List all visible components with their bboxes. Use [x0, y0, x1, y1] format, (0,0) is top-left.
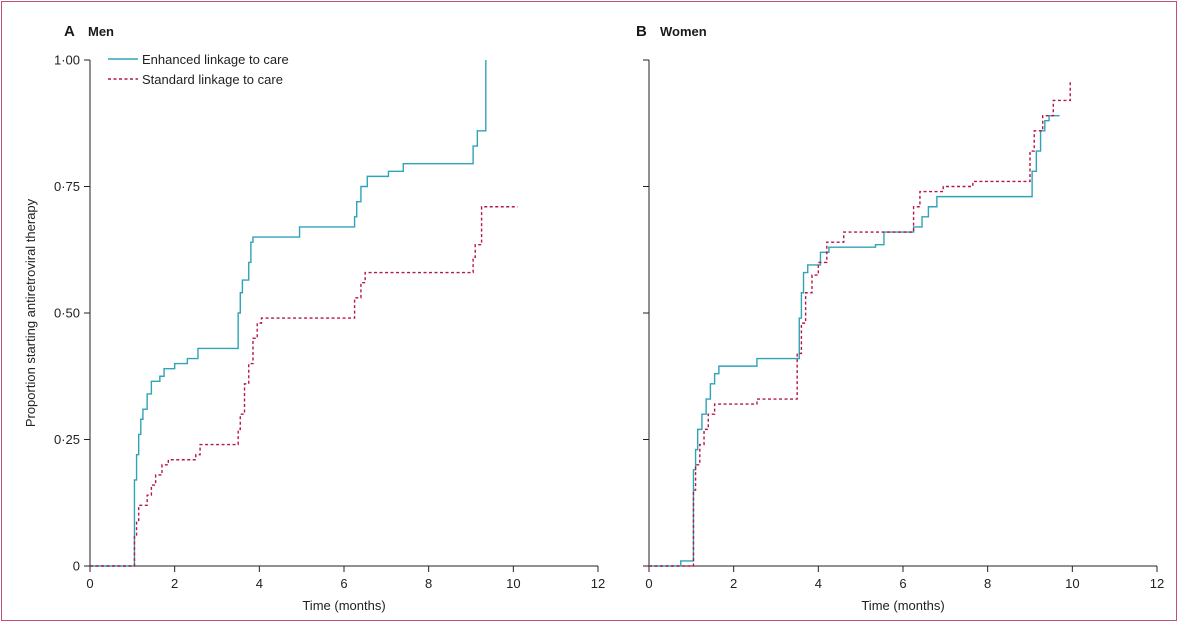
- panel-a-x-tick-label: 2: [171, 576, 178, 591]
- panel-a-x-axis-label: Time (months): [302, 598, 385, 613]
- panel-a-x-tick-label: 4: [256, 576, 263, 591]
- panel-a-y-tick-label: 0: [73, 559, 80, 574]
- panel-b-x-ticks: 0 2 4 6 8 10 12: [645, 566, 1164, 591]
- panel-b-letter: B: [636, 23, 647, 40]
- panel-a-title: Men: [88, 24, 114, 39]
- panel-b-x-axis-label: Time (months): [861, 598, 944, 613]
- panel-b-x-tick-label: 8: [984, 576, 991, 591]
- panel-a-y-axis-label: Proportion starting antiretroviral thera…: [23, 198, 38, 427]
- panel-a-y-tick-label: 0·75: [54, 179, 80, 194]
- panel-b-x-tick-label: 10: [1065, 576, 1079, 591]
- panel-b-series-enhanced: [649, 114, 1060, 567]
- panel-a-y-tick-label: 0·25: [54, 432, 80, 447]
- panel-b-x-tick-label: 6: [899, 576, 906, 591]
- panel-b-x-tick-label: 2: [730, 576, 737, 591]
- legend-label-standard: Standard linkage to care: [142, 72, 283, 87]
- panel-a-series-enhanced: [90, 60, 487, 567]
- panel-a-x-tick-label: 6: [340, 576, 347, 591]
- panel-a-y-tick-label: 0·50: [54, 306, 80, 321]
- panel-b-x-tick-label: 4: [815, 576, 822, 591]
- panel-a-x-tick-label: 8: [425, 576, 432, 591]
- panel-a-letter: A: [64, 23, 75, 40]
- panel-a-y-ticks: 0 0·25 0·50 0·75 1·00: [54, 53, 90, 574]
- legend: Enhanced linkage to care Standard linkag…: [108, 52, 289, 87]
- panel-b-series-standard: [649, 80, 1071, 567]
- panel-b-x-tick-label: 0: [645, 576, 652, 591]
- panel-a-x-tick-label: 0: [86, 576, 93, 591]
- panel-a-series: [90, 60, 518, 567]
- legend-label-enhanced: Enhanced linkage to care: [142, 52, 289, 67]
- panel-a-series-standard: [90, 206, 518, 567]
- panel-b-y-ticks: [643, 59, 649, 567]
- panel-a-x-ticks: 0 2 4 6 8 10 12: [86, 566, 605, 591]
- panel-b: B Women 0 2 4 6 8 10 12 Time (months): [636, 23, 1164, 613]
- panel-b-series: [649, 80, 1071, 567]
- panel-a: A Men 0 0·25 0·50 0·75 1·00 0 2 4 6 8 10 12 Propor…: [23, 23, 605, 613]
- panel-a-y-tick-label: 1·00: [54, 53, 80, 68]
- panel-a-x-tick-label: 12: [591, 576, 605, 591]
- panel-b-x-tick-label: 12: [1150, 576, 1164, 591]
- panel-a-x-tick-label: 10: [506, 576, 520, 591]
- panel-b-title: Women: [660, 24, 707, 39]
